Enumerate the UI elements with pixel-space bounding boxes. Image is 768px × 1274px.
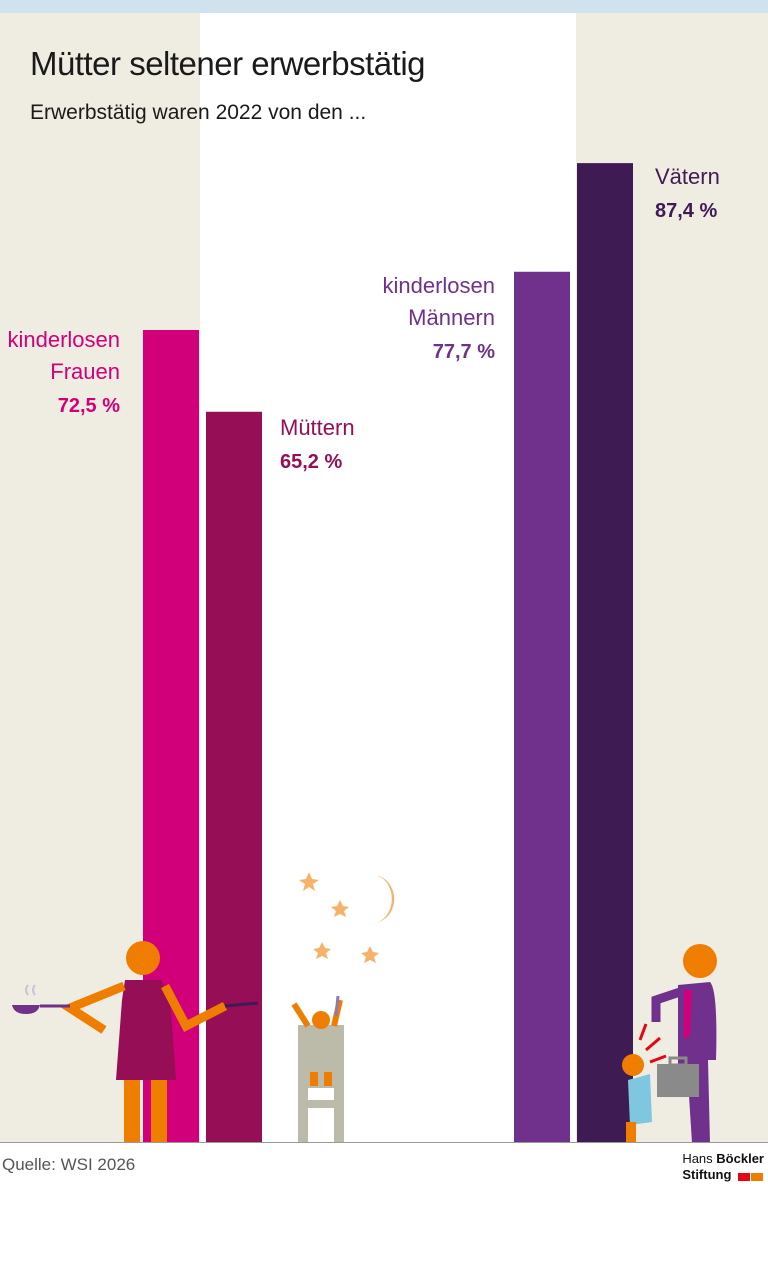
bar — [514, 271, 570, 1142]
logo-text: Stiftung — [682, 1166, 732, 1182]
bar-label: Müttern 65,2 % — [280, 412, 355, 477]
source: Quelle: WSI 2026 — [2, 1155, 136, 1174]
man-illustration — [622, 944, 717, 1143]
subtitle: Erwerbstätig waren 2022 von den ... — [30, 101, 367, 124]
bar — [206, 411, 262, 1142]
logo-mark — [738, 1173, 750, 1181]
value-label: 72,5 % — [57, 394, 120, 417]
logo-mark — [751, 1173, 763, 1181]
logo: Hans Böckler Stiftung — [682, 1151, 764, 1182]
value-label: 87,4 % — [655, 200, 718, 222]
category-label: Vätern — [655, 164, 720, 190]
bar-label: kinderlosen Frauen 72,5 % — [7, 324, 120, 421]
value-label: 65,2 % — [280, 450, 343, 473]
bar-label: kinderlosen Männern 77,7 % — [382, 270, 495, 367]
bars — [143, 163, 633, 1142]
logo-text: Hans — [682, 1151, 713, 1166]
child-illustration — [291, 872, 395, 1143]
bar — [577, 163, 633, 1142]
bar-label: Vätern 87,4 % — [655, 161, 720, 226]
category-label: kinderlosen Frauen — [7, 327, 120, 384]
value-label: 77,7 % — [432, 340, 495, 363]
woman-illustration — [12, 941, 259, 1143]
category-label: Müttern — [280, 414, 355, 440]
title: Mütter seltener erwerbstätig — [30, 45, 426, 82]
logo-text: Böckler — [716, 1151, 764, 1166]
category-label: kinderlosen Männern — [382, 272, 495, 330]
top-stripe — [0, 0, 768, 13]
